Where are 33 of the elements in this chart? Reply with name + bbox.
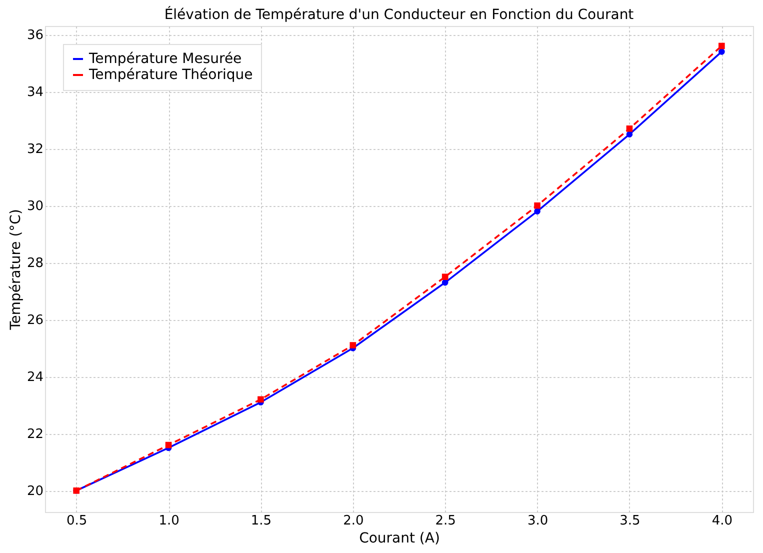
point: [626, 131, 633, 138]
y-tick-label: 36: [26, 28, 44, 44]
point: [718, 48, 725, 55]
point: [626, 125, 633, 132]
legend-label: Température Théorique: [88, 67, 253, 83]
x-tick-label: 2.0: [343, 514, 364, 528]
y-tick-label: 30: [26, 199, 44, 214]
y-tick-label: 28: [26, 256, 44, 272]
point: [442, 279, 448, 286]
x-tick-label: 3.0: [527, 514, 548, 528]
x-tick-label: 2.5: [435, 514, 456, 528]
x-tick-label: 1.0: [158, 514, 180, 528]
point: [534, 208, 540, 214]
y-tick-label: 24: [26, 370, 44, 386]
x-axis-title: Courant (A): [359, 530, 440, 546]
y-tick-label: 20: [26, 484, 44, 500]
y-tick-label: 32: [26, 142, 44, 158]
point: [350, 342, 356, 348]
point: [718, 42, 725, 50]
y-tick-label: 34: [26, 85, 44, 100]
x-tick-label: 4.0: [712, 514, 732, 528]
x-tick-label: 3.5: [620, 514, 640, 528]
point: [442, 274, 448, 280]
y-tick-label: 22: [26, 427, 44, 442]
point: [258, 396, 264, 403]
x-tick-label: 1.5: [250, 514, 272, 528]
y-axis-title: Température (°C): [8, 209, 24, 331]
x-tick-label: 0.5: [66, 514, 88, 528]
chart-title: Élévation de Température d'un Conducteur en Fonction du Courant: [164, 6, 634, 23]
y-tick-label: 26: [26, 313, 44, 328]
point: [165, 442, 172, 448]
legend-label: Température Mesurée: [88, 51, 242, 67]
point: [534, 202, 540, 209]
